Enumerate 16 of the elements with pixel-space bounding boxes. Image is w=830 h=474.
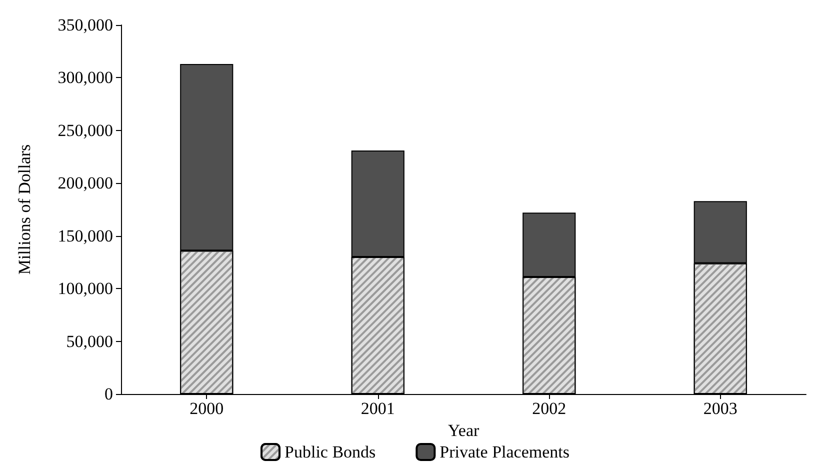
y-tick-label: 350,000 [58,16,113,34]
y-tick-label: 100,000 [58,279,113,298]
y-tick-label: 250,000 [58,120,113,140]
x-tick-label: 2002 [532,399,566,418]
legend-label: Public Bonds [284,442,376,462]
y-tick-label: 200,000 [58,174,113,193]
y-tick-label: 50,000 [66,332,113,351]
y-tick-label: 300,000 [58,68,113,88]
y-axis-title: Millions of Dollars [15,144,34,275]
x-tick-label: 2001 [360,399,395,418]
y-tick-label: 150,000 [58,226,113,246]
x-axis-title: Year [448,420,480,440]
x-tick-label: 2000 [190,399,224,418]
x-tick-label: 2003 [703,399,738,418]
legend-label: Private Placements [440,442,570,462]
y-tick-label: 0 [104,384,113,404]
